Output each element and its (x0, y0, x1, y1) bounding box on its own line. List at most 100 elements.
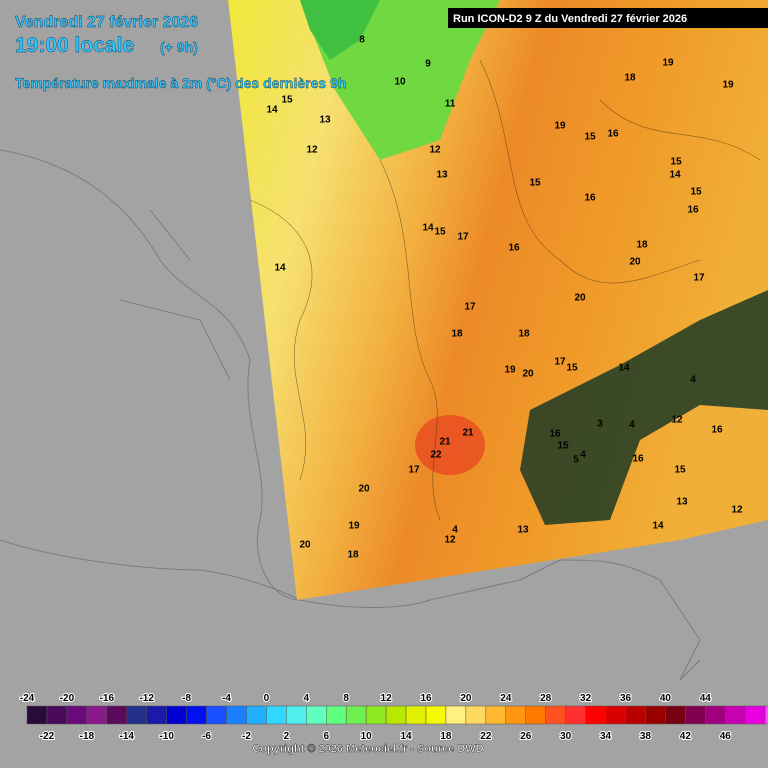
contour-label: 17 (464, 302, 476, 313)
contour-label: 14 (422, 223, 434, 234)
colorbar-tick: -8 (182, 693, 191, 704)
colorbar-tick: 0 (264, 693, 270, 704)
colorbar-swatch (405, 705, 427, 725)
colorbar-tick: 12 (381, 693, 393, 704)
contour-label: 20 (629, 257, 641, 268)
colorbar-swatch (665, 705, 686, 725)
contour-label: 18 (518, 329, 530, 340)
colorbar-swatch (445, 705, 467, 725)
contour-label: 14 (266, 105, 278, 116)
contour-label: 15 (281, 95, 293, 106)
colorbar-tick: 16 (420, 693, 432, 704)
contour-label: 17 (554, 357, 566, 368)
colorbar-swatch (26, 705, 48, 725)
contour-label: 8 (359, 35, 365, 46)
colorbar-swatch (226, 705, 247, 725)
contour-label: 19 (722, 80, 734, 91)
colorbar-tick: 46 (720, 731, 732, 742)
colorbar-swatch (685, 705, 706, 725)
colorbar-swatch (166, 705, 187, 725)
colorbar-swatch (425, 705, 447, 725)
contour-label: 15 (670, 157, 682, 168)
contour-label: 16 (607, 129, 619, 140)
contour-label: 4 (690, 375, 696, 386)
colorbar-tick: 6 (323, 731, 329, 742)
colorbar-swatch (525, 705, 546, 725)
time: 19:00 locale (15, 34, 134, 57)
colorbar-tick: 30 (560, 731, 572, 742)
cool-zone (300, 0, 380, 60)
contour-label: 4 (580, 450, 586, 461)
colorbar-swatch (86, 705, 108, 725)
colorbar-swatch (585, 705, 606, 725)
contour-label: 18 (451, 329, 463, 340)
contour-label: 14 (652, 521, 664, 532)
contour-label: 18 (624, 73, 636, 84)
colorbar-tick: -24 (20, 693, 35, 704)
copyright: Copyright © 2026 Meteociel.fr - Source D… (252, 743, 483, 755)
contour-label: 21 (439, 437, 451, 448)
colorbar-tick: -6 (202, 731, 211, 742)
contour-label: 12 (444, 535, 456, 546)
contour-label: 17 (457, 232, 469, 243)
borders (0, 149, 701, 681)
colorbar: -24 -20 -16 -12 -8 -4 0 4 8 12 16 20 24 28 32 36 40 44-22… (19, 692, 768, 743)
contours (249, 59, 761, 521)
contour-label: 13 (676, 497, 688, 508)
contour-label: 20 (299, 540, 311, 551)
contour-label: 17 (408, 465, 420, 476)
contour-label: 10 (394, 77, 406, 88)
contour-label: 15 (434, 227, 446, 238)
colorbar-swatch (126, 705, 147, 725)
colorbar-tick: 14 (400, 731, 412, 742)
colorbar-swatch (385, 705, 407, 725)
run-box (448, 8, 768, 28)
contour-label: 20 (358, 484, 370, 495)
contour-label: 18 (347, 550, 359, 561)
colorbar-swatch (645, 705, 666, 725)
colorbar-swatch (46, 705, 68, 725)
contour-label: 14 (274, 263, 286, 274)
contour-label: 19 (504, 365, 516, 376)
contour-label: 16 (584, 193, 596, 204)
colorbar-swatch (505, 705, 526, 725)
contour-label: 15 (566, 363, 578, 374)
contour-label: 4 (452, 525, 458, 536)
colorbar-tick: 8 (343, 693, 349, 704)
colorbar-tick: 42 (680, 731, 692, 742)
colorbar-swatch (764, 705, 768, 725)
colorbar-swatch (605, 705, 626, 725)
colorbar-tick: -20 (60, 693, 75, 704)
colorbar-swatch (146, 705, 167, 725)
colorbar-tick: 28 (540, 693, 552, 704)
colorbar-swatch (266, 705, 287, 725)
contour-label: 20 (574, 293, 586, 304)
contour-label: 9 (425, 59, 431, 70)
contour-label: 16 (549, 429, 561, 440)
colorbar-tick: 4 (304, 693, 310, 704)
contour-label: 13 (319, 115, 331, 126)
contour-label: 15 (584, 132, 596, 143)
colorbar-tick: -10 (159, 731, 174, 742)
colorbar-swatch (186, 705, 207, 725)
contour-label: 16 (632, 454, 644, 465)
date: Vendredi 27 février 2026 (15, 14, 198, 31)
contour-label: 15 (557, 441, 569, 452)
contour-label: 12 (671, 415, 683, 426)
contour-label: 18 (636, 240, 648, 251)
contour-label: 15 (674, 465, 686, 476)
contour-label: 13 (517, 525, 529, 536)
colorbar-tick: 26 (520, 731, 532, 742)
colorbar-tick: 22 (480, 731, 492, 742)
contour-label: 5 (573, 455, 579, 466)
run-label: Run ICON-D2 9 Z du Vendredi 27 février 2… (453, 13, 687, 25)
colorbar-tick: -22 (40, 731, 55, 742)
colorbar-tick: -18 (80, 731, 95, 742)
colorbar-swatch (705, 705, 726, 725)
colorbar-swatch (744, 705, 766, 725)
colorbar-swatch (365, 705, 387, 725)
contour-label: 4 (629, 420, 635, 431)
contour-label: 14 (669, 170, 681, 181)
contour-label: 19 (662, 58, 674, 69)
colorbar-swatch (66, 705, 88, 725)
